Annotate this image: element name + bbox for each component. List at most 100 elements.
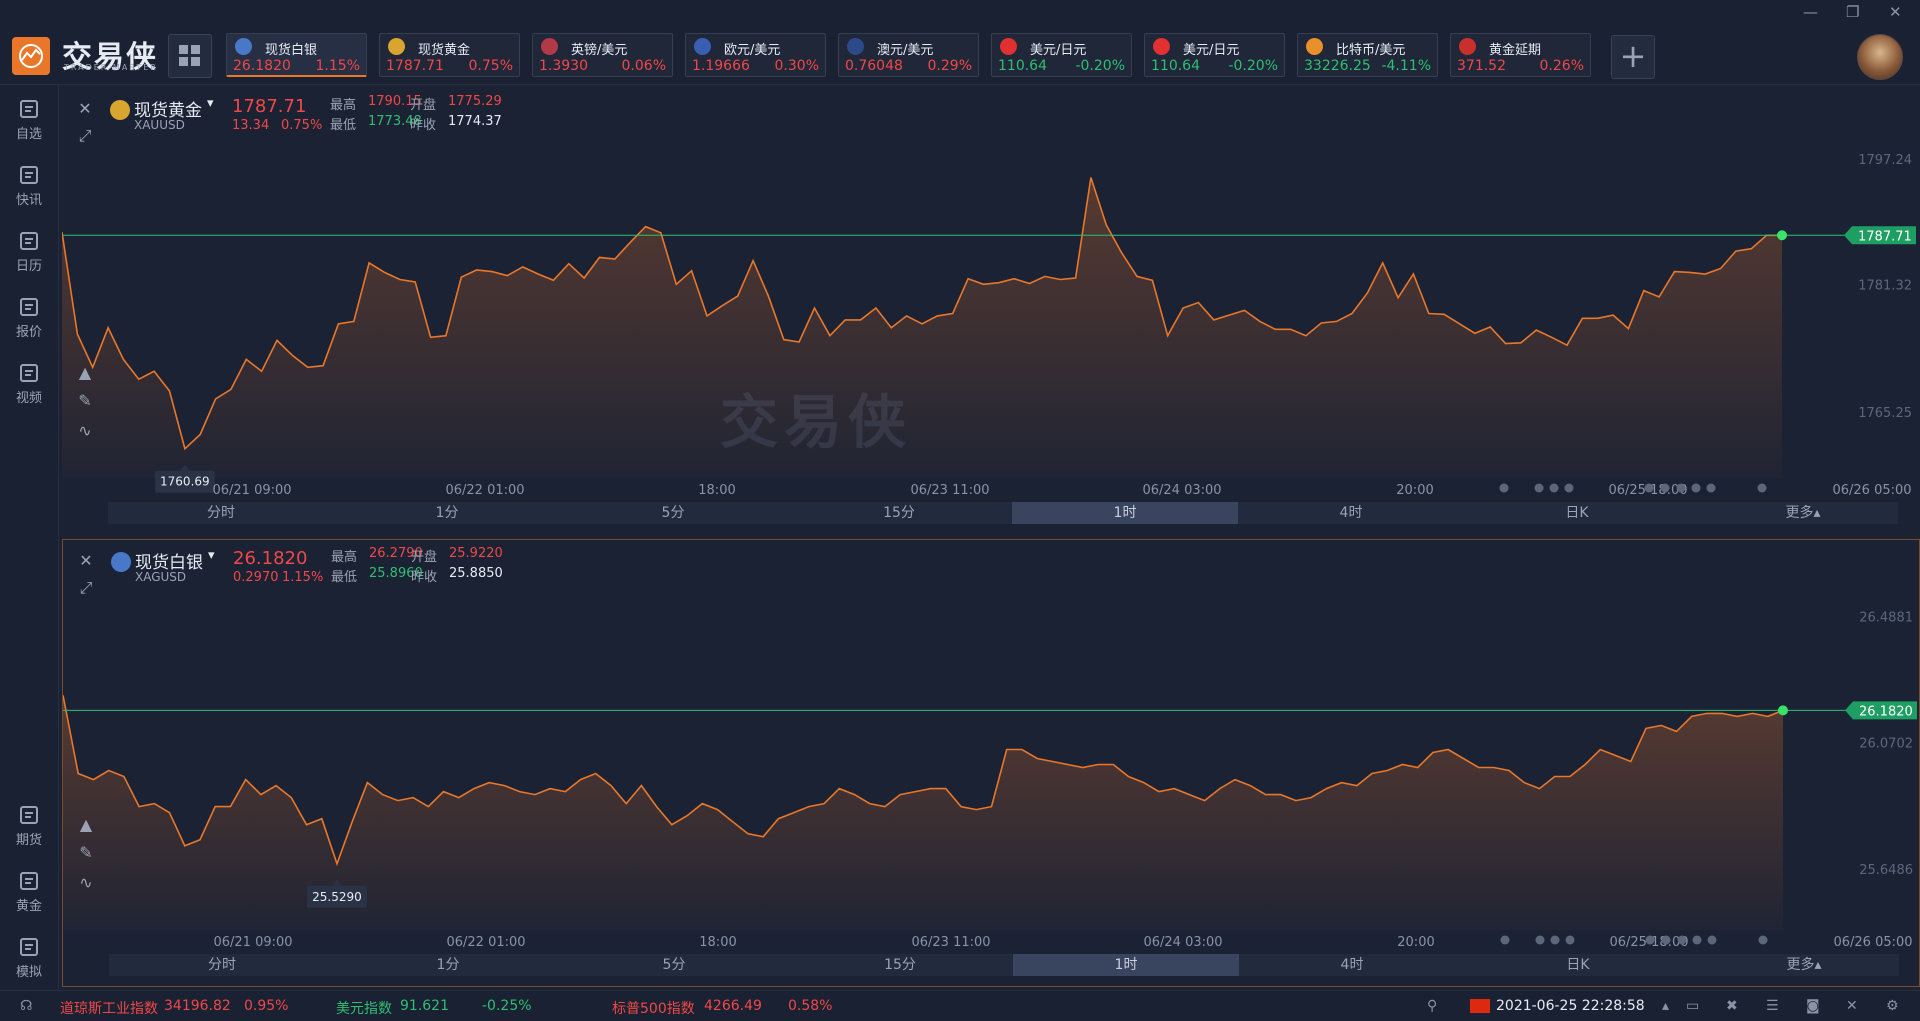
event-dot[interactable]	[1549, 483, 1559, 493]
event-dot[interactable]	[1535, 935, 1545, 945]
list-icon[interactable]: ☰	[1766, 998, 1779, 1014]
add-tab-button[interactable]: +	[1611, 35, 1655, 79]
price-chart[interactable]: 1797.24 1781.32 1765.25 1787.71 1760.6906/21…	[62, 88, 1920, 536]
mute-icon[interactable]: ✕	[1846, 998, 1858, 1014]
quote-tab[interactable]: 美元/日元 110.64 -0.20%	[991, 33, 1132, 77]
timeframe-tab[interactable]: 1分	[435, 505, 459, 521]
indicator-icon[interactable]: ∿	[78, 421, 92, 440]
nav-item[interactable]: 模拟	[0, 935, 58, 995]
avatar[interactable]	[1857, 34, 1903, 80]
area-chart-icon[interactable]: ▲	[79, 815, 93, 834]
event-dot[interactable]	[1644, 483, 1654, 493]
timeframe-tab[interactable]: 15分	[883, 505, 915, 521]
close-icon[interactable]: ✕	[78, 99, 92, 118]
quote-low: 25.8960	[369, 566, 423, 581]
timeframe-tab[interactable]: 更多▴	[1786, 957, 1822, 973]
timeframe-tab[interactable]: 分时	[207, 505, 235, 521]
close-icon[interactable]: ✕	[79, 551, 93, 570]
quote-tab[interactable]: 黄金延期 371.52 0.26%	[1450, 33, 1591, 77]
quote-tab[interactable]: 美元/日元 110.64 -0.20%	[1144, 33, 1285, 77]
uk-flag-icon	[541, 38, 558, 55]
ticker-name[interactable]: 美元指数	[336, 1001, 392, 1017]
timeframe-tab[interactable]: 4时	[1340, 957, 1364, 973]
timeframe-tab[interactable]: 5分	[661, 505, 685, 521]
headset-icon[interactable]: ☊	[20, 998, 33, 1014]
event-dot[interactable]	[1707, 935, 1717, 945]
quote-tab-change: 0.06%	[621, 58, 666, 74]
expand-icon[interactable]: ⤢	[79, 578, 93, 597]
x-tick-label: 06/24 03:00	[1142, 483, 1221, 498]
expand-icon[interactable]: ⤢	[78, 126, 92, 145]
quote-tab-name: 澳元/美元	[877, 43, 934, 58]
x-tick-label: 06/26 05:00	[1833, 935, 1912, 950]
chevron-down-icon[interactable]: ▾	[208, 548, 215, 563]
event-dot[interactable]	[1550, 935, 1560, 945]
symbol-name[interactable]: 现货黄金	[134, 101, 202, 121]
symbol-name[interactable]: 现货白银	[135, 553, 203, 573]
grid-menu-button[interactable]	[168, 34, 212, 78]
window-icon[interactable]: ▭	[1686, 998, 1700, 1014]
nav-item[interactable]: 黄金	[0, 869, 58, 929]
event-dot[interactable]	[1676, 483, 1686, 493]
event-dot[interactable]	[1677, 935, 1687, 945]
nav-item[interactable]: 期货	[0, 803, 58, 863]
event-dot[interactable]	[1691, 483, 1701, 493]
pen-icon[interactable]: ✎	[78, 391, 92, 410]
nav-item[interactable]: 自选	[0, 97, 58, 157]
x-tick-label: 06/21 09:00	[212, 483, 291, 498]
event-dot[interactable]	[1645, 935, 1655, 945]
quote-tab[interactable]: 现货白银 26.1820 1.15%	[226, 33, 367, 77]
minimize-icon[interactable]: —	[1803, 3, 1818, 21]
settings-icon[interactable]: ⚙	[1886, 998, 1899, 1014]
event-dot[interactable]	[1757, 483, 1767, 493]
timeframe-tab[interactable]: 15分	[884, 957, 916, 973]
quote-tab[interactable]: 现货黄金 1787.71 0.75%	[379, 33, 520, 77]
timeframe-tab[interactable]: 更多▴	[1785, 505, 1821, 521]
event-dot[interactable]	[1564, 483, 1574, 493]
quote-tab[interactable]: 澳元/美元 0.76048 0.29%	[838, 33, 979, 77]
jp-flag-icon	[1000, 38, 1017, 55]
event-dot[interactable]	[1534, 483, 1544, 493]
quote-tab[interactable]: 英镑/美元 1.3930 0.06%	[532, 33, 673, 77]
restore-icon[interactable]: ❐	[1846, 3, 1860, 21]
event-dot[interactable]	[1565, 935, 1575, 945]
area-chart-icon[interactable]: ▲	[78, 363, 92, 382]
timeframe-tab[interactable]: 日K	[1565, 505, 1589, 521]
ticker-name[interactable]: 道琼斯工业指数	[60, 1001, 158, 1017]
nav-item[interactable]: 视频	[0, 361, 58, 421]
close-icon[interactable]: ✕	[1889, 3, 1902, 21]
event-dot[interactable]	[1499, 483, 1509, 493]
caret-up-icon[interactable]: ▴	[1662, 998, 1670, 1014]
event-dot[interactable]	[1758, 935, 1768, 945]
indicator-icon[interactable]: ∿	[79, 873, 93, 892]
quote-high: 26.2790	[369, 546, 423, 561]
camera-icon[interactable]: ◙	[1806, 998, 1820, 1014]
price-chart[interactable]: 26.4881 26.0702 25.6486 26.1820 25.5290 06/21…	[63, 540, 1920, 988]
event-dot[interactable]	[1660, 483, 1670, 493]
nav-item-label: 日历	[15, 259, 42, 274]
nav-item[interactable]: 快讯	[0, 163, 58, 223]
tools-icon[interactable]: ✖	[1726, 998, 1738, 1014]
timeframe-tab[interactable]: 5分	[662, 957, 686, 973]
nav-item[interactable]: 报价	[0, 295, 58, 355]
timeframe-tab[interactable]: 1时	[1013, 954, 1239, 976]
event-dot[interactable]	[1500, 935, 1510, 945]
quote-high-label: 最高	[330, 98, 357, 113]
timeframe-tab[interactable]: 1时	[1012, 502, 1238, 524]
pen-icon[interactable]: ✎	[79, 843, 93, 862]
quote-tab[interactable]: 欧元/美元 1.19666 0.30%	[685, 33, 826, 77]
timeframe-tab[interactable]: 1分	[436, 957, 460, 973]
event-dot[interactable]	[1661, 935, 1671, 945]
x-tick-label: 18:00	[698, 483, 735, 498]
ticker-name[interactable]: 标普500指数	[612, 1001, 695, 1017]
event-dot[interactable]	[1692, 935, 1702, 945]
event-dot[interactable]	[1706, 483, 1716, 493]
y-tick-label: 1781.32	[1858, 279, 1912, 294]
chevron-down-icon[interactable]: ▾	[207, 96, 214, 111]
timeframe-tab[interactable]: 分时	[208, 957, 236, 973]
nav-item[interactable]: 日历	[0, 229, 58, 289]
quote-tab[interactable]: 比特币/美元 33226.25 -4.11%	[1297, 33, 1438, 77]
timeframe-tab[interactable]: 日K	[1566, 957, 1590, 973]
symbol-code: XAGUSD	[135, 570, 187, 584]
timeframe-tab[interactable]: 4时	[1339, 505, 1363, 521]
